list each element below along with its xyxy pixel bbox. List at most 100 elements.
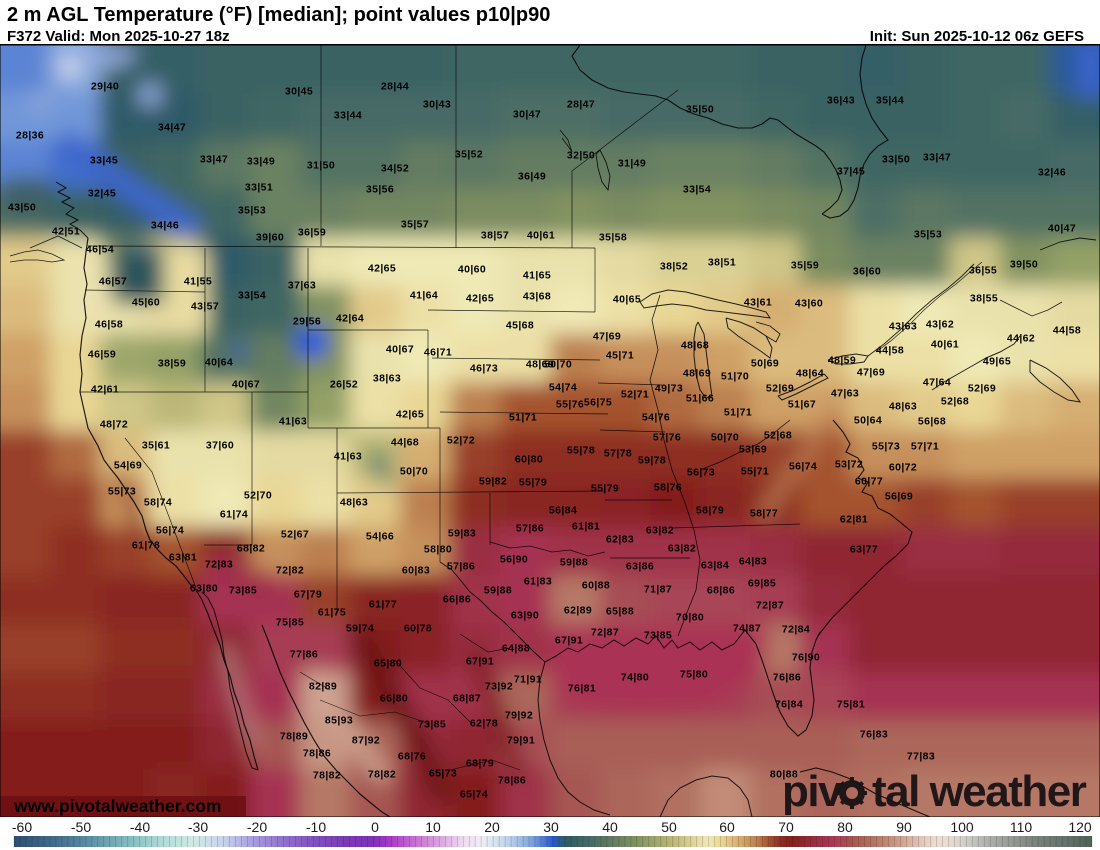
svg-text:tal weather: tal weather bbox=[872, 767, 1087, 816]
svg-text:48|63: 48|63 bbox=[340, 497, 368, 509]
svg-text:55|79: 55|79 bbox=[591, 483, 619, 495]
svg-text:63|84: 63|84 bbox=[701, 560, 729, 572]
svg-text:76|84: 76|84 bbox=[775, 699, 803, 711]
svg-text:28|36: 28|36 bbox=[16, 130, 44, 142]
svg-text:28|44: 28|44 bbox=[381, 81, 409, 93]
svg-text:68|76: 68|76 bbox=[398, 751, 426, 763]
svg-text:31|50: 31|50 bbox=[307, 160, 335, 172]
svg-text:42|65: 42|65 bbox=[466, 293, 494, 305]
svg-text:30|47: 30|47 bbox=[513, 109, 541, 121]
svg-text:35|59: 35|59 bbox=[791, 260, 819, 272]
svg-text:2 m AGL Temperature (°F) [medi: 2 m AGL Temperature (°F) [median]; point… bbox=[7, 4, 550, 26]
svg-text:50|70: 50|70 bbox=[400, 466, 428, 478]
svg-text:38|55: 38|55 bbox=[970, 293, 998, 305]
svg-text:52|72: 52|72 bbox=[447, 435, 475, 447]
svg-text:62|83: 62|83 bbox=[606, 534, 634, 546]
svg-text:51|66: 51|66 bbox=[686, 393, 714, 405]
svg-text:62|81: 62|81 bbox=[840, 514, 868, 526]
svg-text:35|61: 35|61 bbox=[142, 440, 170, 452]
svg-text:Init: Sun 2025-10-12 06z GEFS: Init: Sun 2025-10-12 06z GEFS bbox=[870, 28, 1084, 45]
svg-text:48|59: 48|59 bbox=[828, 355, 856, 367]
svg-text:42|65: 42|65 bbox=[368, 263, 396, 275]
svg-text:79|92: 79|92 bbox=[505, 710, 533, 722]
svg-text:57|76: 57|76 bbox=[653, 432, 681, 444]
svg-text:39|60: 39|60 bbox=[256, 232, 284, 244]
svg-text:68|87: 68|87 bbox=[453, 693, 481, 705]
svg-text:35|53: 35|53 bbox=[238, 205, 266, 217]
svg-text:43|63: 43|63 bbox=[889, 321, 917, 333]
svg-text:51|70: 51|70 bbox=[721, 371, 749, 383]
svg-text:41|63: 41|63 bbox=[334, 451, 362, 463]
svg-text:76|90: 76|90 bbox=[792, 652, 820, 664]
svg-text:47|64: 47|64 bbox=[923, 377, 951, 389]
svg-text:58|80: 58|80 bbox=[424, 544, 452, 556]
svg-text:78|86: 78|86 bbox=[303, 748, 331, 760]
svg-text:51|71: 51|71 bbox=[724, 407, 752, 419]
svg-text:55|73: 55|73 bbox=[872, 441, 900, 453]
svg-text:40|47: 40|47 bbox=[1048, 223, 1076, 235]
svg-text:33|45: 33|45 bbox=[90, 155, 118, 167]
svg-text:33|49: 33|49 bbox=[247, 156, 275, 168]
svg-text:49|65: 49|65 bbox=[983, 356, 1011, 368]
svg-text:51|67: 51|67 bbox=[788, 399, 816, 411]
svg-text:58|76: 58|76 bbox=[654, 482, 682, 494]
svg-text:41|64: 41|64 bbox=[410, 290, 438, 302]
svg-text:44|68: 44|68 bbox=[391, 437, 419, 449]
svg-text:55|73: 55|73 bbox=[108, 486, 136, 498]
svg-text:32|45: 32|45 bbox=[88, 188, 116, 200]
svg-text:42|64: 42|64 bbox=[336, 313, 364, 325]
svg-text:55|76: 55|76 bbox=[556, 399, 584, 411]
svg-text:110: 110 bbox=[1010, 819, 1033, 835]
svg-text:47|69: 47|69 bbox=[857, 367, 885, 379]
svg-text:54|74: 54|74 bbox=[549, 382, 577, 394]
svg-text:59|74: 59|74 bbox=[346, 623, 374, 635]
svg-text:78|89: 78|89 bbox=[280, 731, 308, 743]
svg-text:40|61: 40|61 bbox=[527, 230, 555, 242]
svg-text:77|83: 77|83 bbox=[907, 751, 935, 763]
svg-text:63|81: 63|81 bbox=[169, 552, 197, 564]
svg-text:76|83: 76|83 bbox=[860, 729, 888, 741]
svg-text:46|58: 46|58 bbox=[95, 319, 123, 331]
svg-text:43|60: 43|60 bbox=[795, 298, 823, 310]
svg-text:75|85: 75|85 bbox=[276, 617, 304, 629]
svg-text:54|66: 54|66 bbox=[366, 531, 394, 543]
svg-text:71|91: 71|91 bbox=[514, 674, 542, 686]
svg-text:40|64: 40|64 bbox=[205, 357, 233, 369]
svg-text:41|65: 41|65 bbox=[523, 270, 551, 282]
svg-text:52|69: 52|69 bbox=[766, 383, 794, 395]
svg-text:38|51: 38|51 bbox=[708, 257, 736, 269]
svg-text:44|58: 44|58 bbox=[1053, 325, 1081, 337]
svg-text:45|71: 45|71 bbox=[606, 350, 634, 362]
svg-text:40|61: 40|61 bbox=[931, 339, 959, 351]
svg-text:73|85: 73|85 bbox=[229, 585, 257, 597]
svg-text:67|91: 67|91 bbox=[555, 635, 583, 647]
svg-text:34|52: 34|52 bbox=[381, 163, 409, 175]
svg-text:78|82: 78|82 bbox=[368, 769, 396, 781]
svg-text:79|91: 79|91 bbox=[507, 735, 535, 747]
svg-text:-10: -10 bbox=[306, 819, 326, 835]
svg-text:36|60: 36|60 bbox=[853, 266, 881, 278]
svg-text:61|74: 61|74 bbox=[220, 509, 248, 521]
svg-text:37|45: 37|45 bbox=[837, 166, 865, 178]
svg-text:73|85: 73|85 bbox=[644, 630, 672, 642]
svg-text:66|86: 66|86 bbox=[443, 594, 471, 606]
svg-text:75|80: 75|80 bbox=[680, 669, 708, 681]
svg-text:46|73: 46|73 bbox=[470, 363, 498, 375]
svg-text:63|80: 63|80 bbox=[190, 583, 218, 595]
svg-text:-60: -60 bbox=[12, 819, 32, 835]
svg-text:39|50: 39|50 bbox=[1010, 259, 1038, 271]
svg-text:72|87: 72|87 bbox=[756, 600, 784, 612]
svg-text:30|45: 30|45 bbox=[285, 86, 313, 98]
svg-text:28|47: 28|47 bbox=[567, 99, 595, 111]
svg-text:48|68: 48|68 bbox=[681, 340, 709, 352]
svg-text:33|44: 33|44 bbox=[334, 110, 362, 122]
svg-text:35|50: 35|50 bbox=[686, 104, 714, 116]
svg-text:43|50: 43|50 bbox=[8, 202, 36, 214]
svg-text:75|81: 75|81 bbox=[837, 699, 865, 711]
svg-text:61|75: 61|75 bbox=[318, 607, 346, 619]
svg-text:30: 30 bbox=[543, 819, 559, 835]
svg-text:60|77: 60|77 bbox=[855, 476, 883, 488]
svg-text:65|73: 65|73 bbox=[429, 768, 457, 780]
svg-text:40: 40 bbox=[602, 819, 618, 835]
svg-text:54|76: 54|76 bbox=[642, 412, 670, 424]
